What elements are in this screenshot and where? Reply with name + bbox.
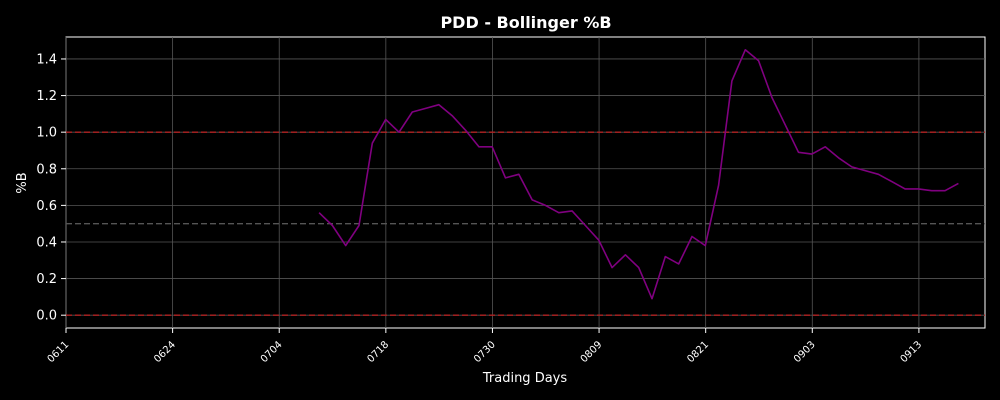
plot-area — [65, 36, 986, 329]
x-tick-label: 0730 — [472, 339, 498, 365]
y-axis: 0.0 0.2 0.4 0.6 0.8 1.0 1.2 1.4 — [36, 52, 66, 324]
y-tick-label: 1.0 — [36, 126, 57, 141]
x-axis-title: Trading Days — [482, 371, 567, 386]
y-tick-label: 0.2 — [36, 272, 57, 287]
y-tick-label: 0.8 — [36, 162, 57, 177]
x-tick-label: 0611 — [46, 339, 72, 365]
x-tick-label: 0718 — [365, 339, 391, 365]
x-axis: 0611 0624 0704 0718 0730 0809 0821 0903 0913 — [46, 328, 925, 365]
y-axis-title: %B — [15, 172, 30, 193]
y-tick-label: 0.6 — [36, 199, 57, 214]
x-tick-label: 0913 — [899, 339, 925, 365]
x-tick-label: 0809 — [579, 339, 605, 365]
x-tick-label: 0903 — [792, 339, 818, 365]
y-tick-label: 0.0 — [36, 309, 57, 324]
y-tick-label: 1.4 — [36, 52, 57, 67]
reference-lines — [66, 131, 985, 316]
x-tick-label: 0624 — [152, 339, 178, 365]
x-tick-label: 0821 — [685, 339, 711, 365]
y-tick-label: 0.4 — [36, 235, 57, 250]
series-layer — [318, 48, 959, 300]
y-tick-label: 1.2 — [36, 89, 57, 104]
chart-title: PDD - Bollinger %B — [440, 13, 611, 32]
series-line — [318, 48, 959, 300]
x-tick-label: 0704 — [259, 339, 285, 365]
